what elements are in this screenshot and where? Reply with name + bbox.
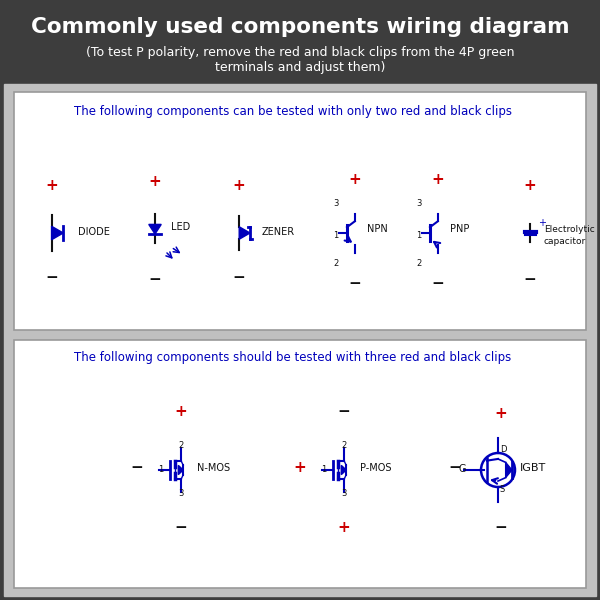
- Text: −: −: [131, 461, 143, 475]
- Text: NPN: NPN: [367, 224, 388, 234]
- Text: LED: LED: [171, 222, 190, 232]
- Text: 3: 3: [341, 490, 347, 499]
- Text: Commonly used components wiring diagram: Commonly used components wiring diagram: [31, 17, 569, 37]
- Text: 2: 2: [341, 442, 347, 451]
- Text: S: S: [500, 485, 505, 494]
- Text: −: −: [494, 520, 508, 535]
- Polygon shape: [239, 227, 250, 239]
- Text: 3: 3: [178, 490, 184, 499]
- Text: 3: 3: [416, 199, 422, 208]
- Text: D: D: [500, 445, 506, 455]
- Text: (To test P polarity, remove the red and black clips from the 4P green
terminals : (To test P polarity, remove the red and …: [86, 46, 514, 74]
- Text: 1: 1: [322, 464, 326, 473]
- Text: Electrolytic: Electrolytic: [544, 226, 595, 235]
- Text: 1: 1: [416, 232, 422, 241]
- Text: +: +: [524, 179, 536, 193]
- Text: ZENER: ZENER: [262, 227, 295, 237]
- Text: −: −: [449, 461, 461, 475]
- Text: N-MOS: N-MOS: [197, 463, 230, 473]
- Text: 2: 2: [416, 259, 422, 268]
- Bar: [14, 92, 586, 330]
- Text: −: −: [524, 272, 536, 287]
- Polygon shape: [178, 466, 183, 475]
- Text: 3: 3: [334, 199, 338, 208]
- Text: −: −: [149, 272, 161, 287]
- Text: 2: 2: [334, 259, 338, 268]
- Text: +: +: [293, 461, 307, 475]
- Text: −: −: [349, 277, 361, 292]
- Bar: [4, 84, 596, 596]
- Text: −: −: [431, 277, 445, 292]
- Text: −: −: [233, 269, 245, 284]
- Text: capacitor: capacitor: [544, 238, 586, 247]
- Text: −: −: [46, 269, 58, 284]
- Text: PNP: PNP: [450, 224, 469, 234]
- Text: IGBT: IGBT: [520, 463, 546, 473]
- Text: +: +: [46, 179, 58, 193]
- Text: +: +: [431, 173, 445, 187]
- Text: The following components can be tested with only two red and black clips: The following components can be tested w…: [74, 106, 512, 118]
- Text: +: +: [338, 520, 350, 535]
- Text: +: +: [233, 179, 245, 193]
- Text: −: −: [175, 520, 187, 535]
- Polygon shape: [149, 224, 161, 234]
- Polygon shape: [52, 226, 63, 240]
- Text: +: +: [149, 173, 161, 188]
- Text: −: −: [338, 404, 350, 419]
- Text: G: G: [458, 464, 466, 474]
- Text: +: +: [538, 218, 546, 228]
- Text: P-MOS: P-MOS: [360, 463, 392, 473]
- Text: +: +: [175, 404, 187, 419]
- Polygon shape: [341, 466, 346, 475]
- Text: 2: 2: [178, 442, 184, 451]
- Bar: [14, 340, 586, 588]
- Text: 1: 1: [158, 464, 164, 473]
- Text: The following components should be tested with three red and black clips: The following components should be teste…: [74, 352, 512, 364]
- Polygon shape: [506, 463, 512, 478]
- Text: DIODE: DIODE: [78, 227, 110, 237]
- Text: +: +: [349, 173, 361, 187]
- Text: +: +: [494, 406, 508, 421]
- Text: 1: 1: [334, 232, 338, 241]
